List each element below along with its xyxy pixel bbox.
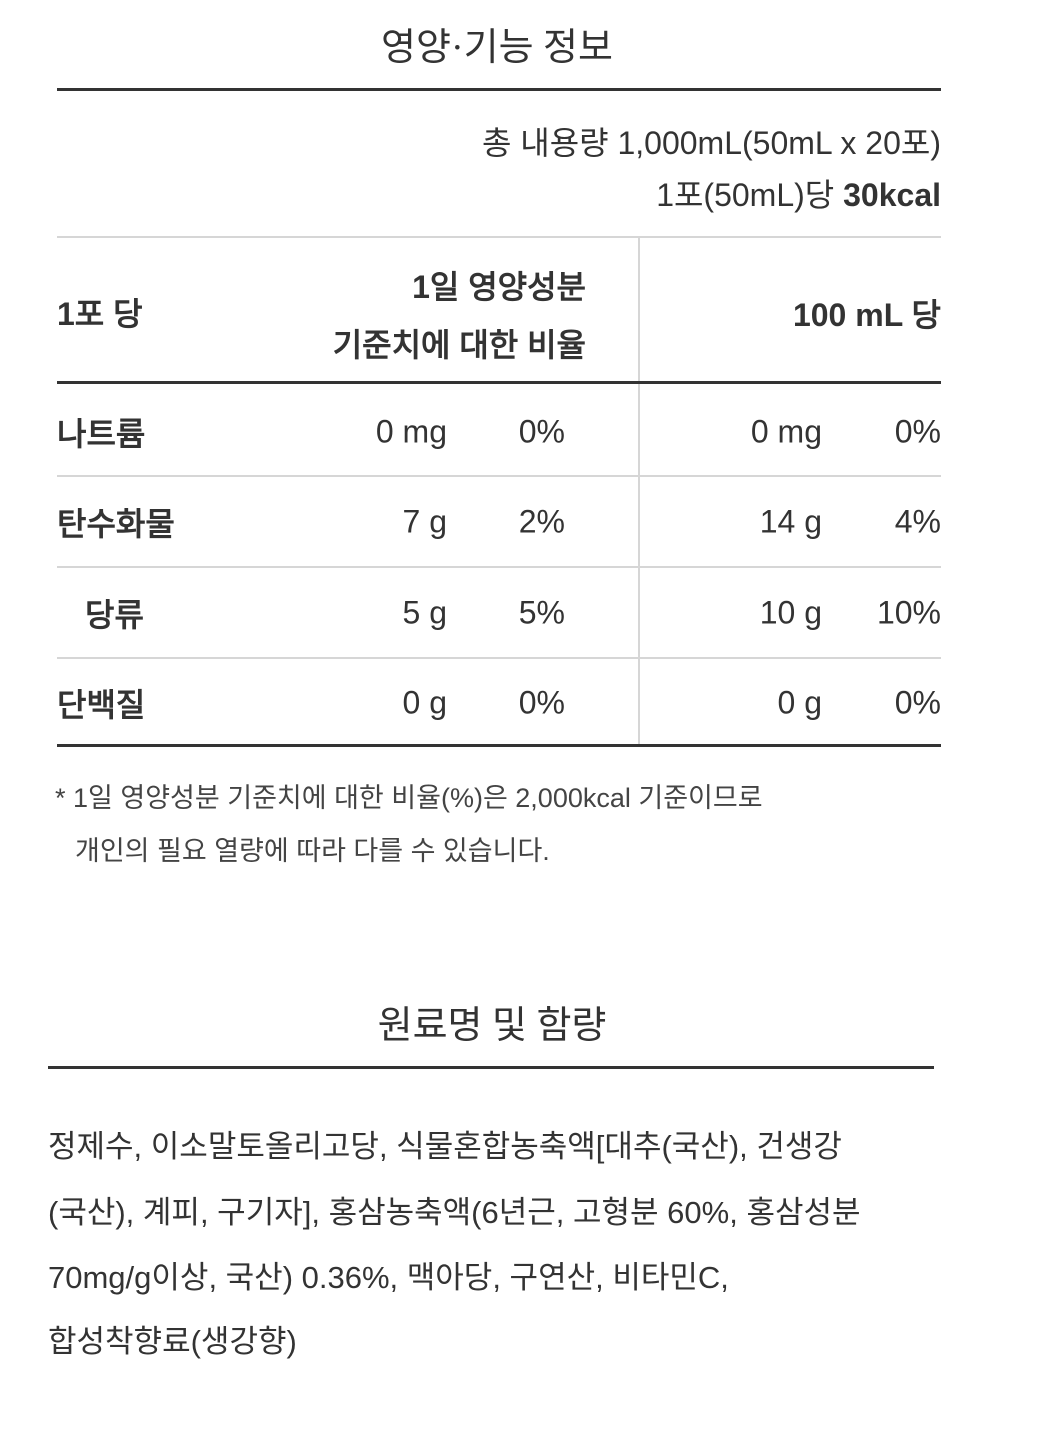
header-daily-line1: 1일 영양성분 <box>412 269 586 305</box>
nutrient-amount-100ml: 14 g <box>759 503 822 540</box>
nutrient-name: 나트륨 <box>57 416 146 452</box>
divider <box>57 657 941 659</box>
nutrient-amount: 0 mg <box>375 413 447 450</box>
ingredients-line: (국산), 계피, 구기자], 홍삼농축액(6년근, 고형분 60%, 홍삼성분 <box>48 1195 861 1230</box>
nutrient-name: 당류 <box>85 597 144 633</box>
divider <box>57 475 941 477</box>
ingredients-title: 원료명 및 함량 <box>377 1005 607 1047</box>
per-serving-calories: 1포(50mL)당 30kcal <box>656 170 941 216</box>
divider <box>57 236 941 238</box>
nutrient-name: 탄수화물 <box>57 506 175 542</box>
nutrition-title: 영양·기능 정보 <box>381 27 613 69</box>
divider <box>57 566 941 568</box>
header-daily-line2: 기준치에 대한 비율 <box>332 327 586 363</box>
footnote-line1: * 1일 영양성분 기준치에 대한 비율(%)은 2,000kcal 기준이므로 <box>55 783 763 813</box>
kcal-value: 30kcal <box>843 177 941 213</box>
ingredients-line: 정제수, 이소말토올리고당, 식물혼합농축액[대추(국산), 건생강 <box>48 1129 842 1164</box>
nutrient-pct-100ml: 0% <box>894 684 941 721</box>
nutrient-pct-100ml: 10% <box>876 594 941 631</box>
nutrient-pct-100ml: 4% <box>894 503 941 540</box>
divider <box>57 381 941 384</box>
nutrient-pct: 0% <box>518 413 565 450</box>
nutrient-pct: 5% <box>518 594 565 631</box>
divider <box>57 744 941 747</box>
divider <box>57 88 941 91</box>
footnote-line2: 개인의 필요 열량에 따라 다를 수 있습니다. <box>75 836 550 866</box>
divider <box>48 1066 934 1069</box>
header-per-100ml: 100 mL 당 <box>792 297 941 333</box>
nutrient-amount: 5 g <box>402 594 447 631</box>
ingredients-line: 합성착향료(생강향) <box>48 1324 297 1359</box>
nutrient-amount: 7 g <box>402 503 447 540</box>
nutrient-amount-100ml: 10 g <box>759 594 822 631</box>
ingredients-line: 70mg/g이상, 국산) 0.36%, 맥아당, 구연산, 비타민C, <box>48 1260 729 1295</box>
nutrient-amount-100ml: 0 mg <box>750 413 822 450</box>
nutrient-amount-100ml: 0 g <box>777 684 822 721</box>
nutrient-amount: 0 g <box>402 684 447 721</box>
nutrient-pct-100ml: 0% <box>894 413 941 450</box>
nutrient-pct: 0% <box>518 684 565 721</box>
nutrient-name: 단백질 <box>57 687 146 723</box>
column-divider <box>638 237 640 745</box>
nutrient-pct: 2% <box>518 503 565 540</box>
header-per-pack: 1포 당 <box>57 296 143 332</box>
total-volume: 총 내용량 1,000mL(50mL x 20포) <box>481 125 941 161</box>
per-serving-label: 1포(50mL)당 <box>656 177 844 213</box>
